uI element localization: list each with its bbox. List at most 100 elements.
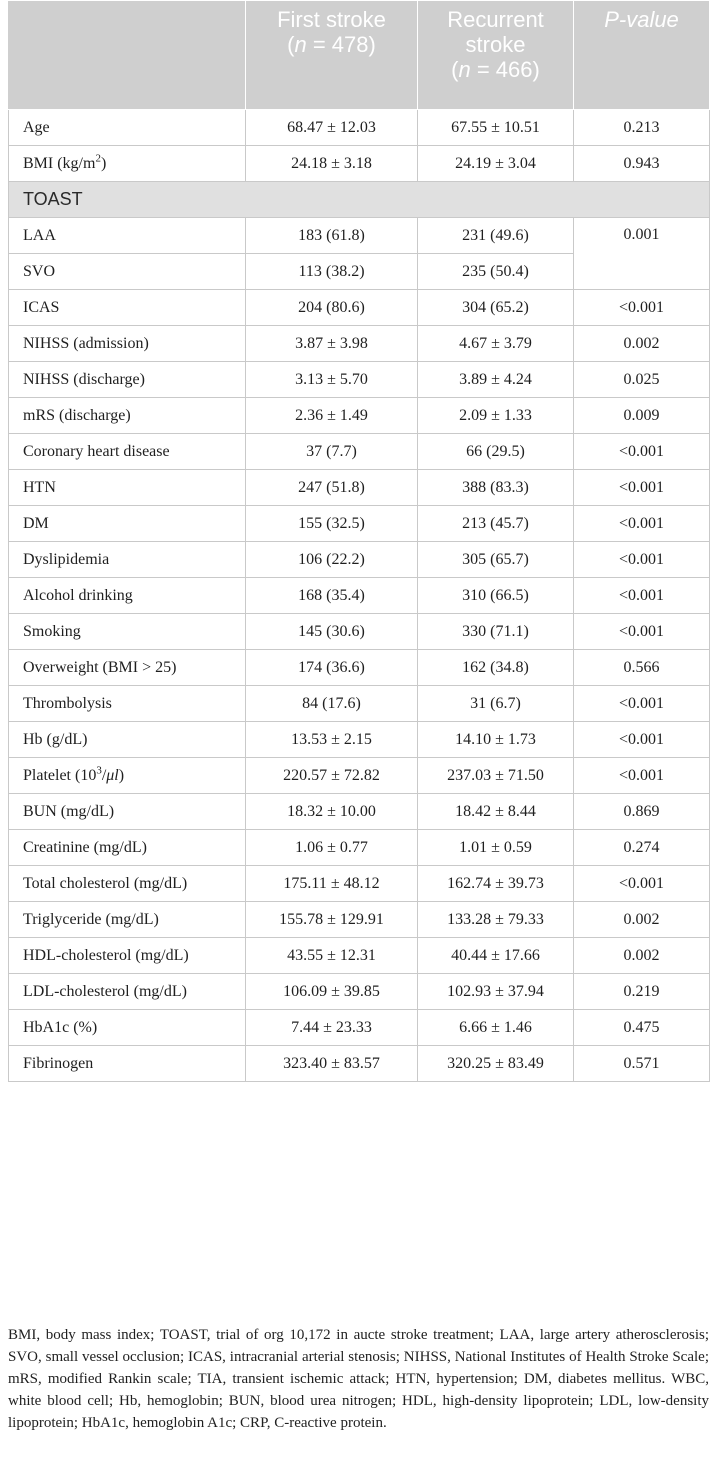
first-stroke-value: 220.57 ± 72.82 bbox=[245, 757, 418, 794]
first-stroke-value: 155.78 ± 129.91 bbox=[245, 901, 418, 938]
row-label: HDL-cholesterol (mg/dL) bbox=[8, 937, 246, 974]
p-value: 0.001 bbox=[573, 217, 710, 290]
p-value: 0.002 bbox=[573, 937, 710, 974]
p-value: <0.001 bbox=[573, 433, 710, 470]
p-value: <0.001 bbox=[573, 685, 710, 722]
section-label: TOAST bbox=[8, 181, 710, 218]
first-stroke-value: 247 (51.8) bbox=[245, 469, 418, 506]
first-stroke-value: 24.18 ± 3.18 bbox=[245, 145, 418, 182]
row-label: Overweight (BMI > 25) bbox=[8, 649, 246, 686]
row-label: Total cholesterol (mg/dL) bbox=[8, 865, 246, 902]
bmi-label-pre: BMI (kg/m bbox=[23, 154, 96, 172]
header-recurrent-line2: stroke bbox=[465, 32, 526, 57]
p-value: 0.943 bbox=[573, 145, 710, 182]
comparison-table: First stroke (n = 478) Recurrent stroke … bbox=[8, 0, 710, 1082]
recurrent-stroke-value: 133.28 ± 79.33 bbox=[417, 901, 574, 938]
p-value: 0.002 bbox=[573, 901, 710, 938]
p-value: 0.213 bbox=[573, 109, 710, 146]
p-value: <0.001 bbox=[573, 721, 710, 758]
p-value: <0.001 bbox=[573, 757, 710, 794]
first-stroke-value: 13.53 ± 2.15 bbox=[245, 721, 418, 758]
row-label: Thrombolysis bbox=[8, 685, 246, 722]
first-stroke-value: 204 (80.6) bbox=[245, 289, 418, 326]
row-label: Hb (g/dL) bbox=[8, 721, 246, 758]
p-value: <0.001 bbox=[573, 577, 710, 614]
header-recurrent-n-var: n bbox=[458, 57, 471, 82]
bmi-label-sup: 2 bbox=[95, 152, 101, 165]
first-stroke-value: 106 (22.2) bbox=[245, 541, 418, 578]
row-label: BMI (kg/m2) bbox=[8, 145, 246, 182]
first-stroke-value: 174 (36.6) bbox=[245, 649, 418, 686]
row-label: NIHSS (discharge) bbox=[8, 361, 246, 398]
table-row: HDL-cholesterol (mg/dL) 43.55 ± 12.31 40.4… bbox=[8, 937, 710, 974]
p-value: <0.001 bbox=[573, 289, 710, 326]
first-stroke-value: 106.09 ± 39.85 bbox=[245, 973, 418, 1010]
table-row: BUN (mg/dL) 18.32 ± 10.00 18.42 ± 8.44 0.86… bbox=[8, 793, 710, 830]
first-stroke-value: 168 (35.4) bbox=[245, 577, 418, 614]
recurrent-stroke-value: 235 (50.4) bbox=[417, 253, 574, 290]
row-label: LAA bbox=[8, 217, 246, 254]
first-stroke-value: 183 (61.8) bbox=[245, 217, 418, 254]
header-variable bbox=[8, 0, 246, 110]
recurrent-stroke-value: 14.10 ± 1.73 bbox=[417, 721, 574, 758]
platelet-label-sup: 3 bbox=[96, 764, 102, 777]
first-stroke-value: 43.55 ± 12.31 bbox=[245, 937, 418, 974]
p-value: 0.009 bbox=[573, 397, 710, 434]
recurrent-stroke-value: 304 (65.2) bbox=[417, 289, 574, 326]
recurrent-stroke-value: 330 (71.1) bbox=[417, 613, 574, 650]
table-row: NIHSS (admission) 3.87 ± 3.98 4.67 ± 3.79 0… bbox=[8, 325, 710, 362]
table-footnote: BMI, body mass index; TOAST, trial of or… bbox=[8, 1327, 709, 1431]
recurrent-stroke-value: 310 (66.5) bbox=[417, 577, 574, 614]
section-row-toast: TOAST bbox=[8, 181, 710, 218]
table-row: Platelet (103/μl) 220.57 ± 72.82 237.03 ± … bbox=[8, 757, 710, 794]
table-row: Age 68.47 ± 12.03 67.55 ± 10.51 0.213 bbox=[8, 109, 710, 146]
first-stroke-value: 113 (38.2) bbox=[245, 253, 418, 290]
p-value: <0.001 bbox=[573, 865, 710, 902]
header-p-value: P-value bbox=[573, 0, 710, 110]
row-label: DM bbox=[8, 505, 246, 542]
table-row: NIHSS (discharge) 3.13 ± 5.70 3.89 ± 4.24 0… bbox=[8, 361, 710, 398]
recurrent-stroke-value: 2.09 ± 1.33 bbox=[417, 397, 574, 434]
table-row: mRS (discharge) 2.36 ± 1.49 2.09 ± 1.33 0.0… bbox=[8, 397, 710, 434]
recurrent-stroke-value: 213 (45.7) bbox=[417, 505, 574, 542]
header-recurrent-n: = 466) bbox=[470, 57, 540, 82]
recurrent-stroke-value: 162.74 ± 39.73 bbox=[417, 865, 574, 902]
header-recurrent-open: ( bbox=[451, 57, 459, 82]
first-stroke-value: 1.06 ± 0.77 bbox=[245, 829, 418, 866]
p-value: 0.869 bbox=[573, 793, 710, 830]
first-stroke-value: 84 (17.6) bbox=[245, 685, 418, 722]
recurrent-stroke-value: 320.25 ± 83.49 bbox=[417, 1045, 574, 1082]
row-label: SVO bbox=[8, 253, 246, 290]
row-label: HTN bbox=[8, 469, 246, 506]
recurrent-stroke-value: 31 (6.7) bbox=[417, 685, 574, 722]
row-label: Smoking bbox=[8, 613, 246, 650]
header-first-stroke-n: = 478) bbox=[306, 32, 376, 57]
table-row: Thrombolysis 84 (17.6) 31 (6.7) <0.001 bbox=[8, 685, 710, 722]
platelet-label-post: / bbox=[101, 766, 107, 784]
table-row: Fibrinogen 323.40 ± 83.57 320.25 ± 83.49 0.… bbox=[8, 1045, 710, 1082]
header-row: First stroke (n = 478) Recurrent stroke … bbox=[8, 0, 710, 110]
table-row: Smoking 145 (30.6) 330 (71.1) <0.001 bbox=[8, 613, 710, 650]
first-stroke-value: 7.44 ± 23.33 bbox=[245, 1009, 418, 1046]
first-stroke-value: 18.32 ± 10.00 bbox=[245, 793, 418, 830]
first-stroke-value: 3.87 ± 3.98 bbox=[245, 325, 418, 362]
recurrent-stroke-value: 6.66 ± 1.46 bbox=[417, 1009, 574, 1046]
table-row: BMI (kg/m2) 24.18 ± 3.18 24.19 ± 3.04 0.… bbox=[8, 145, 710, 182]
recurrent-stroke-value: 162 (34.8) bbox=[417, 649, 574, 686]
p-value: 0.274 bbox=[573, 829, 710, 866]
row-label: Coronary heart disease bbox=[8, 433, 246, 470]
recurrent-stroke-value: 3.89 ± 4.24 bbox=[417, 361, 574, 398]
table-row: Alcohol drinking 168 (35.4) 310 (66.5) <0.0… bbox=[8, 577, 710, 614]
table-row: Coronary heart disease 37 (7.7) 66 (29.5) <… bbox=[8, 433, 710, 470]
header-first-stroke: First stroke (n = 478) bbox=[245, 0, 418, 110]
p-value: <0.001 bbox=[573, 505, 710, 542]
row-label: mRS (discharge) bbox=[8, 397, 246, 434]
p-value: <0.001 bbox=[573, 469, 710, 506]
recurrent-stroke-value: 67.55 ± 10.51 bbox=[417, 109, 574, 146]
p-value: <0.001 bbox=[573, 613, 710, 650]
table-row: ICAS 204 (80.6) 304 (65.2) <0.001 bbox=[8, 289, 710, 326]
recurrent-stroke-value: 4.67 ± 3.79 bbox=[417, 325, 574, 362]
first-stroke-value: 155 (32.5) bbox=[245, 505, 418, 542]
bmi-label-post: ) bbox=[100, 154, 107, 172]
recurrent-stroke-value: 305 (65.7) bbox=[417, 541, 574, 578]
